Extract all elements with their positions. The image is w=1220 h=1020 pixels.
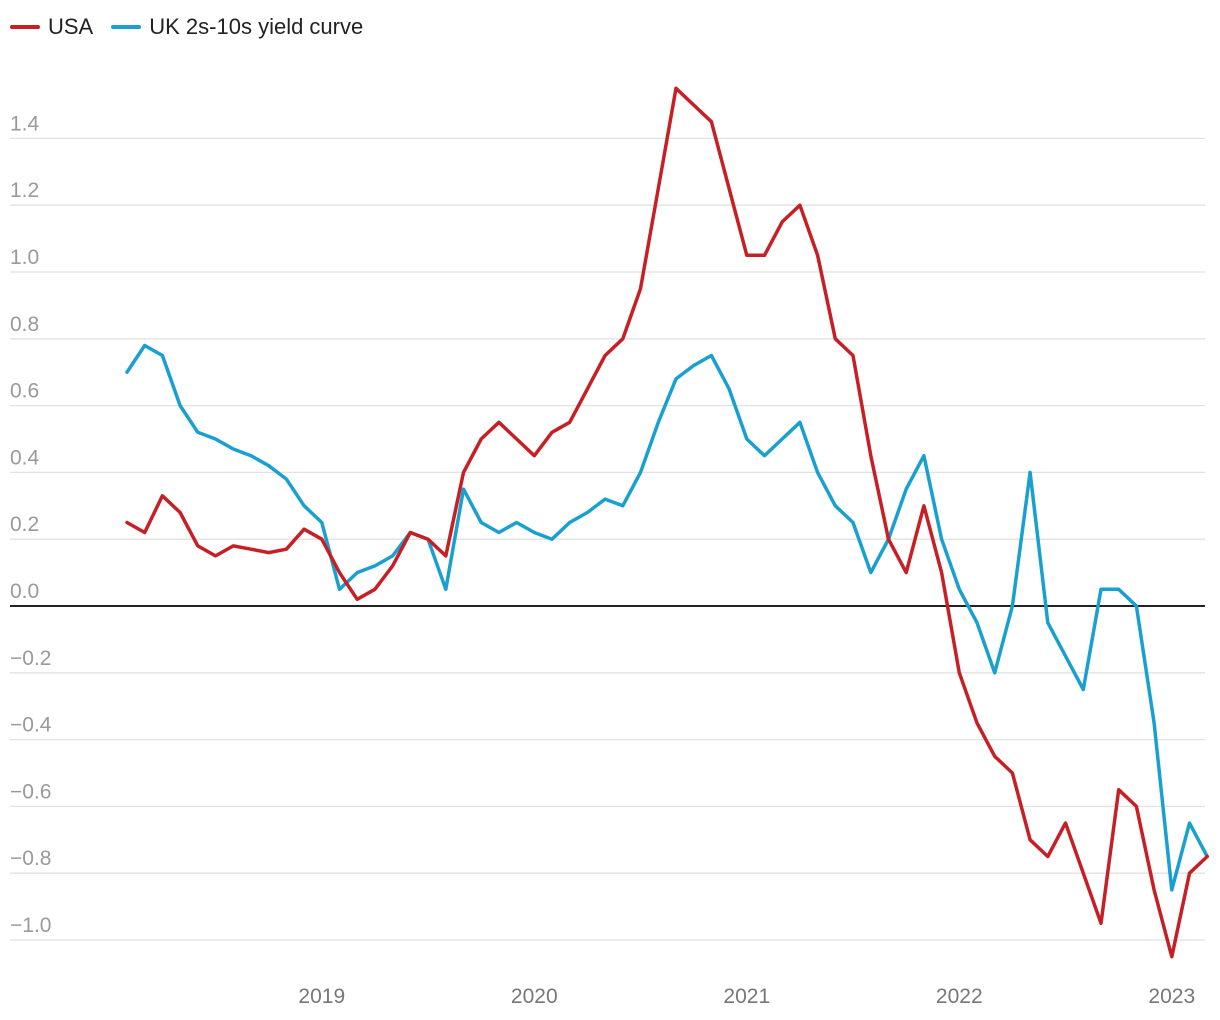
y-axis-tick-labels: 1.4 1.2 1.0 0.8 0.6 0.4 0.2 0.0 −0.2 −0.4 −0.6 −0.8… — [10, 112, 52, 937]
x-tick-label: 2020 — [511, 985, 558, 1008]
series-lines — [125, 86, 1209, 959]
x-axis-tick-labels: 2019 2020 2021 2022 2023 — [298, 985, 1195, 1008]
x-tick-label: 2021 — [723, 985, 770, 1008]
series-line-usa — [125, 86, 1209, 959]
y-tick-label: −0.6 — [10, 780, 51, 803]
y-tick-label: 0.4 — [10, 446, 40, 469]
y-tick-label: −0.8 — [10, 847, 51, 870]
legend-item-usa[interactable]: USA — [10, 14, 93, 40]
y-tick-label: 0.2 — [10, 513, 39, 536]
x-tick-label: 2019 — [298, 985, 345, 1008]
legend-swatch-usa — [10, 25, 40, 29]
y-tick-label: −0.2 — [10, 647, 51, 670]
y-tick-label: 0.8 — [10, 313, 39, 336]
x-tick-label: 2022 — [936, 985, 983, 1008]
y-tick-label: 0.0 — [10, 580, 39, 603]
legend-item-uk[interactable]: UK 2s-10s yield curve — [111, 14, 363, 40]
legend-label-uk: UK 2s-10s yield curve — [149, 14, 364, 39]
legend-label-usa: USA — [48, 14, 94, 39]
y-tick-label: 1.0 — [10, 246, 39, 269]
grid-lines — [10, 137, 1205, 941]
y-tick-label: 1.4 — [10, 112, 40, 135]
y-tick-label: −1.0 — [10, 914, 51, 937]
legend: USA UK 2s-10s yield curve — [10, 14, 363, 40]
legend-swatch-uk — [111, 25, 142, 29]
y-tick-label: 1.2 — [10, 179, 39, 202]
y-tick-label: −0.4 — [10, 714, 52, 737]
series-line-uk — [125, 343, 1209, 892]
y-tick-label: 0.6 — [10, 380, 39, 403]
x-tick-label: 2023 — [1148, 985, 1195, 1008]
